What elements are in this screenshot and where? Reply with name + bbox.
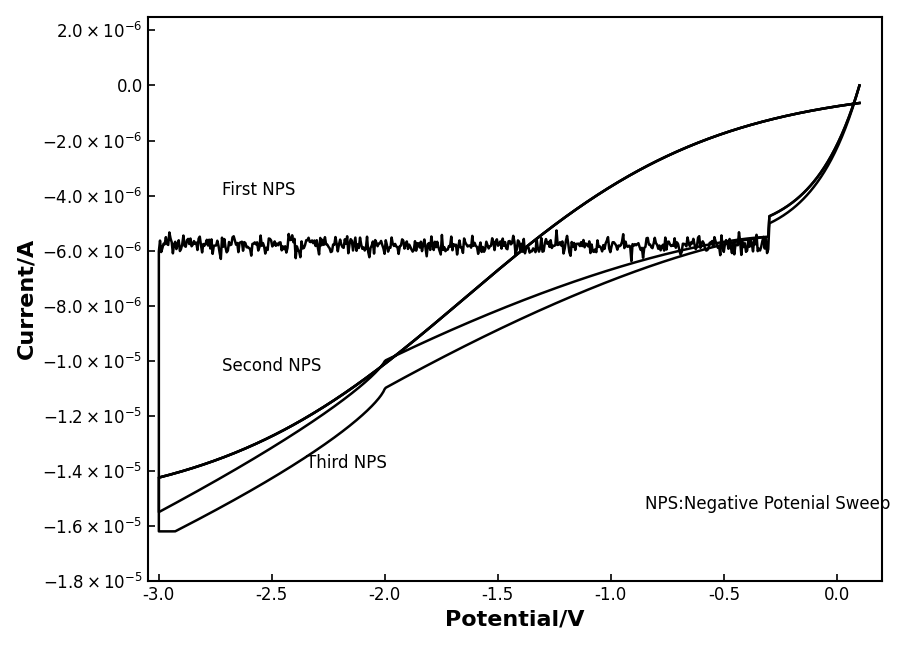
Text: NPS:Negative Potenial Sweep: NPS:Negative Potenial Sweep <box>645 495 890 513</box>
Text: Second NPS: Second NPS <box>222 357 321 375</box>
Text: Third NPS: Third NPS <box>306 453 387 472</box>
Text: First NPS: First NPS <box>222 181 296 199</box>
X-axis label: Potential/V: Potential/V <box>445 609 585 629</box>
Y-axis label: Current/A: Current/A <box>16 238 37 359</box>
